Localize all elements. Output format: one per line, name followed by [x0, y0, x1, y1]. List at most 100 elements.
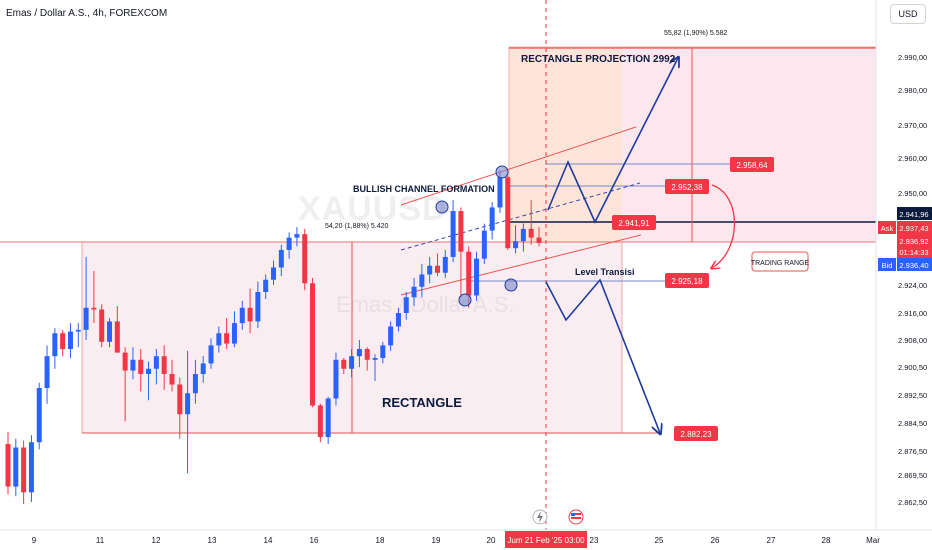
price-tick-label: 2.950,00 [898, 189, 927, 198]
measure-left-label: 54,20 (1,88%) 5.420 [325, 223, 389, 230]
candle [450, 200, 456, 263]
svg-text:Jum 21 Feb '25 03:00: Jum 21 Feb '25 03:00 [507, 536, 585, 545]
candle-body [44, 356, 50, 388]
candle [278, 244, 284, 277]
rectangle-label: RECTANGLE [382, 395, 462, 410]
candle [356, 340, 362, 367]
touch-circle [458, 293, 472, 307]
us-flag-event-icon[interactable] [568, 509, 584, 525]
candle [325, 396, 331, 444]
touch-circle [435, 200, 449, 214]
candle [67, 323, 73, 358]
candle [107, 318, 113, 348]
price-tick-label: 2.924,00 [898, 281, 927, 290]
candle [99, 304, 105, 348]
candle [419, 263, 425, 298]
candle [208, 338, 214, 369]
candle [169, 359, 175, 392]
candle [192, 359, 198, 404]
candle [36, 382, 42, 450]
svg-text:Ask: Ask [881, 224, 894, 233]
svg-text:Bid: Bid [882, 261, 893, 270]
candle-body [474, 258, 480, 296]
candle [481, 223, 487, 264]
candle [60, 329, 66, 357]
candle [5, 431, 11, 495]
time-tick-label: 12 [152, 536, 161, 545]
candle-body [192, 374, 198, 394]
target-label-2958: 2.958,64 [730, 157, 774, 172]
ask-price-tag: Ask 2.937,43 [878, 221, 932, 234]
cursor-time-tag: Jum 21 Feb '25 03:00 [505, 531, 587, 548]
candle-body [21, 447, 27, 493]
symbol-watermark: XAUUSD [298, 190, 448, 228]
candle-body [450, 211, 456, 257]
candle [161, 345, 167, 390]
bullish-channel-label: BULLISH CHANNEL FORMATION [353, 184, 495, 194]
svg-text:2.958,64: 2.958,64 [736, 161, 768, 170]
svg-text:01:14:33: 01:14:33 [899, 248, 928, 257]
candle [21, 440, 27, 504]
price-tick-label: 2.990,00 [898, 53, 927, 62]
candle-body [325, 398, 331, 437]
candles-layer [5, 170, 542, 504]
time-tick-label: 26 [711, 536, 720, 545]
candle-body [239, 307, 245, 324]
candle-body [302, 234, 308, 284]
candle [317, 403, 323, 443]
candle-body [146, 368, 152, 374]
time-tick-label: 14 [264, 536, 273, 545]
time-tick-label: 9 [32, 536, 37, 545]
price-tick-label: 2.884,50 [898, 419, 927, 428]
svg-text:2.941,96: 2.941,96 [899, 210, 928, 219]
candle [122, 347, 128, 422]
candle-body [349, 356, 355, 369]
candle-body [317, 405, 323, 437]
candle [505, 175, 511, 250]
candle-body [434, 265, 440, 273]
candle [403, 292, 409, 320]
candle-body [380, 345, 386, 358]
price-tick-label: 2.862,50 [898, 498, 927, 507]
candle [239, 300, 245, 330]
candle [528, 200, 534, 245]
candle-body [208, 345, 214, 364]
candle [427, 256, 433, 284]
candle [302, 228, 308, 291]
price-tick-label: 2.960,00 [898, 154, 927, 163]
candle [271, 260, 276, 285]
candle-body [107, 321, 113, 342]
time-axis[interactable]: 9 11 12 13 14 16 18 19 20 23 25 26 27 28 Mar [32, 536, 880, 545]
candle [255, 281, 261, 329]
candle-body [278, 249, 284, 268]
svg-text:2.925,18: 2.925,18 [671, 277, 703, 286]
candle-body [114, 321, 120, 353]
candle-body [52, 333, 58, 357]
svg-text:2.882,23: 2.882,23 [680, 430, 712, 439]
candle-body [333, 359, 339, 399]
currency-button[interactable]: USD [890, 4, 926, 24]
svg-text:2.937,43: 2.937,43 [899, 224, 928, 233]
candle-body [294, 234, 300, 238]
target-label-2925: 2.925,18 [665, 273, 709, 288]
candle-body [224, 333, 230, 344]
candle [224, 318, 230, 349]
candle [75, 323, 81, 348]
bid-price-tag: Bid 2.936,40 [878, 258, 932, 271]
candle [263, 274, 269, 299]
candle-body [169, 374, 175, 385]
candle [536, 227, 542, 247]
candle-body [122, 352, 128, 371]
trading-range-zone [509, 47, 622, 243]
trading-range-box [751, 251, 809, 272]
candle-body [341, 359, 347, 369]
price-axis[interactable]: 2.990,00 2.980,00 2.970,00 2.960,00 2.950,00… [898, 53, 927, 507]
level-transisi-label: Level Transisi [575, 267, 635, 277]
lightning-event-icon[interactable] [532, 509, 548, 525]
candle-body [481, 230, 487, 259]
candle-body [247, 307, 253, 322]
candle [513, 225, 519, 254]
candle-body [271, 267, 276, 280]
candle [458, 207, 464, 298]
